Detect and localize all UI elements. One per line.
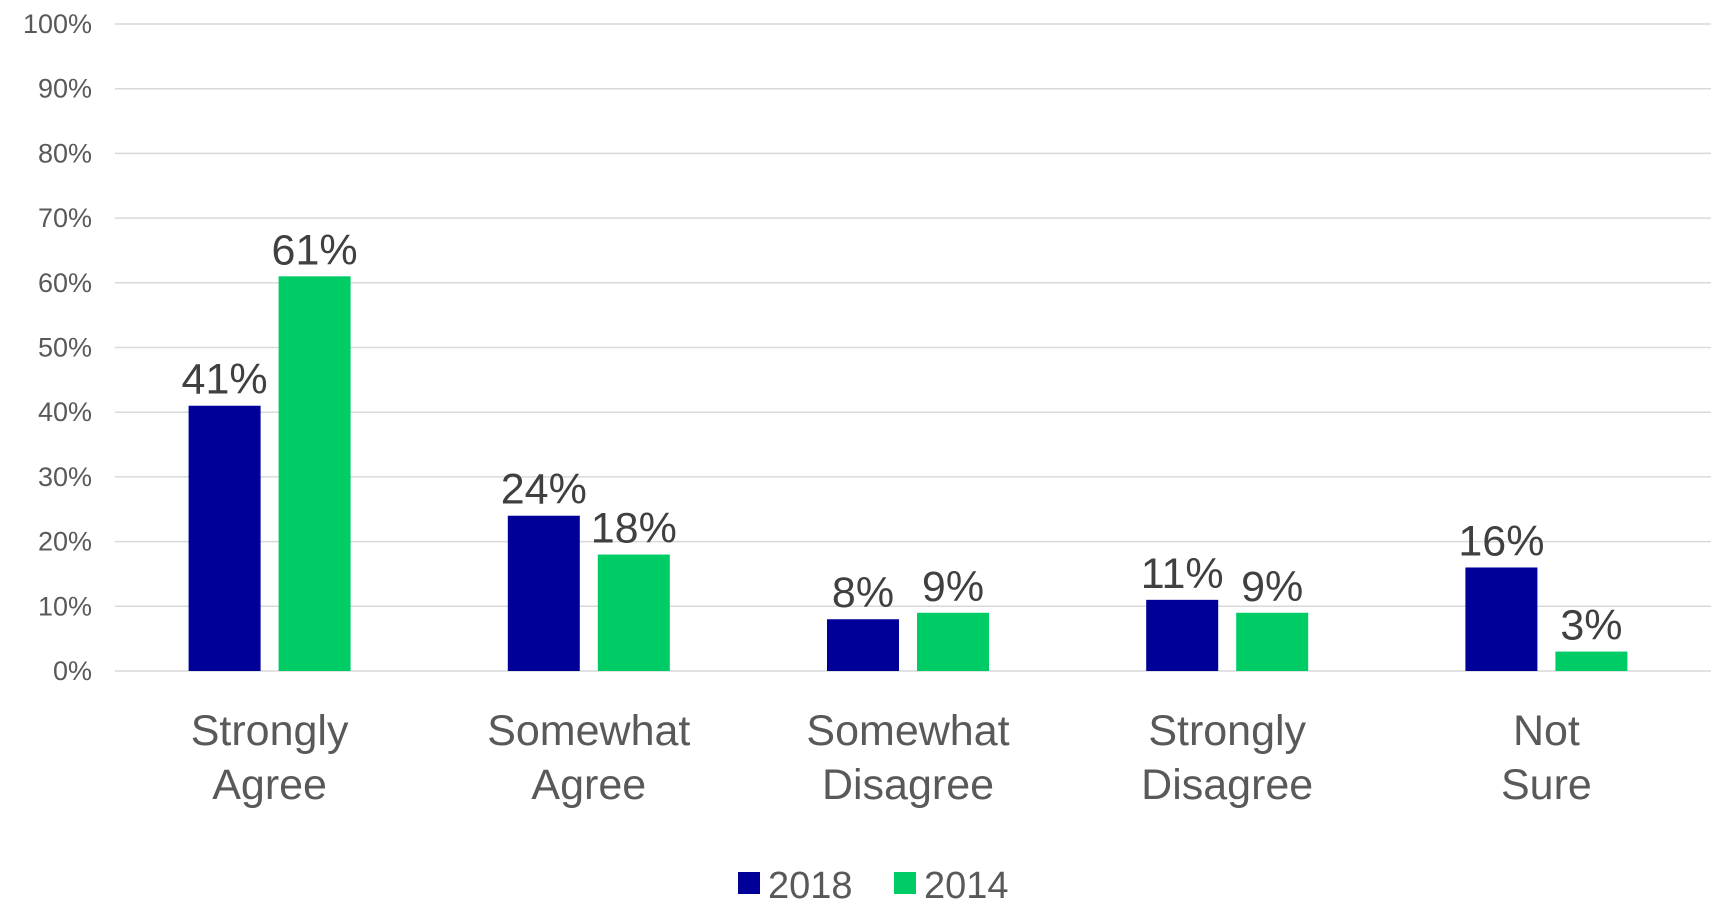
bar-2018 bbox=[188, 405, 261, 671]
legend: 2018 2014 bbox=[738, 865, 1009, 907]
bar-2018 bbox=[827, 619, 899, 671]
legend-swatch-2018 bbox=[738, 872, 760, 894]
bar-2014 bbox=[917, 612, 989, 671]
category-label: Somewhat Agree bbox=[487, 707, 690, 809]
y-tick-label: 50% bbox=[38, 333, 92, 363]
y-tick-label: 0% bbox=[53, 656, 92, 686]
category-label: Not Sure bbox=[1501, 707, 1592, 809]
category-label: Strongly Agree bbox=[191, 707, 349, 809]
data-label: 41% bbox=[182, 356, 268, 404]
data-label: 61% bbox=[272, 226, 358, 274]
data-label: 3% bbox=[1560, 602, 1622, 650]
bar-2014 bbox=[278, 276, 351, 671]
bar-2014 bbox=[1555, 651, 1628, 671]
data-labels: 41% 61% 24%18% 8% 9% 11% 9% 16% 3% bbox=[182, 226, 1623, 649]
y-tick-label: 10% bbox=[38, 591, 92, 621]
data-label: 16% bbox=[1458, 517, 1544, 565]
y-tick-label: 70% bbox=[38, 203, 92, 233]
y-tick-label: 60% bbox=[38, 268, 92, 298]
data-label: 11% bbox=[1141, 550, 1224, 598]
data-label: 18% bbox=[591, 505, 677, 553]
bar-2014 bbox=[597, 554, 670, 671]
bar-2018 bbox=[507, 515, 580, 671]
y-tick-label: 20% bbox=[38, 527, 92, 557]
y-axis-ticks: 0% 10% 20% 30% 40% 50% 60% 70% 80% 90% 100% bbox=[23, 9, 92, 686]
category-label: Strongly Disagree bbox=[1141, 707, 1313, 809]
y-tick-label: 100% bbox=[23, 9, 92, 39]
y-tick-label: 30% bbox=[38, 462, 92, 492]
y-tick-label: 80% bbox=[38, 138, 92, 168]
legend-label: 2018 bbox=[768, 865, 853, 907]
y-tick-label: 90% bbox=[38, 74, 92, 104]
legend-label: 2014 bbox=[924, 865, 1009, 907]
gridlines bbox=[115, 23, 1711, 672]
category-label: Somewhat Disagree bbox=[806, 707, 1009, 809]
bar-2018 bbox=[1465, 567, 1538, 671]
bar-2014 bbox=[1236, 612, 1309, 671]
y-tick-label: 40% bbox=[38, 397, 92, 427]
bars bbox=[188, 276, 1628, 671]
data-label: 24% bbox=[501, 466, 587, 514]
legend-swatch-2014 bbox=[894, 872, 916, 894]
data-label: 8% bbox=[832, 569, 894, 617]
data-label: 9% bbox=[922, 563, 984, 611]
x-axis-categories: Strongly Agree Somewhat Agree Somewhat Disagr… bbox=[191, 707, 1592, 809]
bar-2018 bbox=[1146, 599, 1219, 671]
data-label: 9% bbox=[1241, 563, 1303, 611]
